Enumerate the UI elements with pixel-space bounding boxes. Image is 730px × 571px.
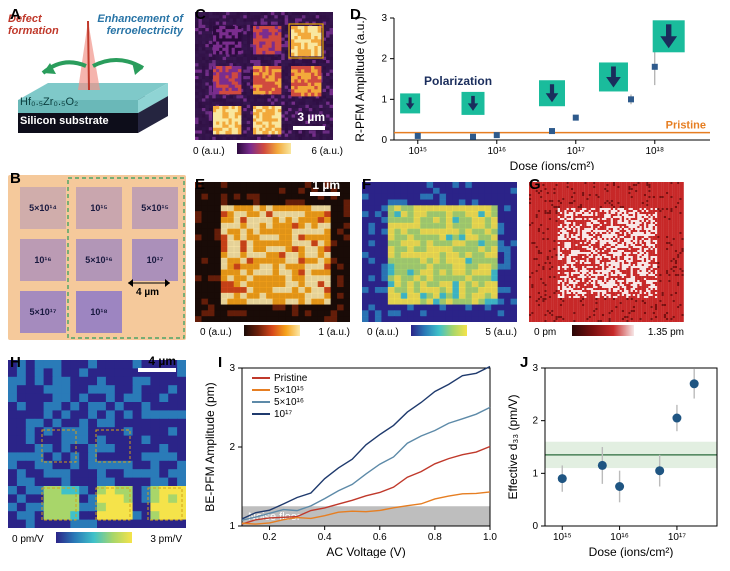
panel-a-schematic: Defect formation Enhancement of ferroele… [8,18,178,148]
panel-label-c: C [195,6,206,23]
panel-f-map [362,182,517,322]
panel-label-h: H [10,354,21,371]
cbar-g-min: 0 pm [534,327,556,338]
panel-e-map: 1 µm [195,182,350,322]
scalebar-c-text: 3 µm [297,110,325,124]
svg-text:Pristine: Pristine [666,120,706,132]
scalebar-c [293,126,325,130]
cbar-g-max: 1.35 pm [648,327,684,338]
scalebar-e-text: 1 µm [312,178,340,192]
cbar-e-max: 1 (a.u.) [318,327,350,338]
colorbar-c: 0 (a.u.) 6 (a.u.) [215,143,313,163]
colorbar-e: 0 (a.u.) 1 (a.u.) [200,325,350,341]
cbar-h-min: 0 pm/V [12,534,44,545]
panel-d-chart: 0 1 2 3 10¹⁵ 10¹⁶ 10¹⁷ 10¹⁸ Dose (ions/cm²) R-PFM… [350,10,720,170]
dose-cell: 5×10¹⁴ [20,187,66,229]
dose-cell: 10¹⁵ [76,187,122,229]
svg-text:10¹⁷: 10¹⁷ [567,146,585,157]
cbar-e-min: 0 (a.u.) [200,327,232,338]
svg-text:2: 2 [381,54,387,65]
svg-text:R-PFM Amplitude (a.u.): R-PFM Amplitude (a.u.) [353,16,367,141]
panel-label-d: D [350,6,361,23]
scalebar-e [310,192,340,196]
panel-label-b: B [10,170,21,187]
scalebar-h [138,368,176,372]
cbar-c-min: 0 (a.u.) [193,146,225,157]
dose-cell: 10¹⁸ [76,291,122,333]
panel-label-i: I [218,354,222,371]
svg-text:10¹⁶: 10¹⁶ [487,146,506,157]
svg-text:0: 0 [381,135,387,146]
panel-b-grid: 5×10¹⁴10¹⁵5×10¹⁵10¹⁶5×10¹⁶10¹⁷5×10¹⁷10¹⁸… [8,175,186,340]
svg-text:Polarization: Polarization [424,74,492,88]
panel-h-map: 4 µm [8,360,186,528]
panel-label-j: J [520,354,528,371]
dose-cell: 5×10¹⁵ [132,187,178,229]
svg-text:Dose (ions/cm²): Dose (ions/cm²) [510,159,595,170]
panel-label-a: A [10,6,21,23]
colorbar-g: 0 pm 1.35 pm [534,325,684,341]
panel-label-e: E [195,176,205,193]
cbar-h-max: 3 pm/V [150,534,182,545]
svg-text:1: 1 [381,94,387,105]
panel-label-g: G [529,176,541,193]
enhance-text: Enhancement of ferroelectricity [93,13,183,37]
svg-text:3: 3 [381,13,387,24]
panel-label-f: F [362,176,371,193]
dose-cell: 5×10¹⁶ [76,239,122,281]
svg-text:10¹⁵: 10¹⁵ [408,146,427,157]
colorbar-f: 0 (a.u.) 5 (a.u.) [367,325,517,341]
panel-g-map [529,182,684,322]
layer1-text: Hf₀.₅Zr₀.₅O₂ [20,96,78,108]
dose-cell: 5×10¹⁷ [20,291,66,333]
svg-text:10¹⁸: 10¹⁸ [645,146,664,157]
dose-cell: 10¹⁶ [20,239,66,281]
panel-i-chart: Noise floor1230.20.40.60.81.0AC Voltage … [200,358,500,558]
panel-c-map: 3 µm [195,12,333,140]
scalebar-h-text: 4 µm [148,354,176,368]
cbar-c-max: 6 (a.u.) [311,146,343,157]
colorbar-h: 0 pm/V 3 pm/V [12,532,182,548]
panel-j-chart: 012310¹⁵10¹⁶10¹⁷Dose (ions/cm²)Effective… [505,358,725,558]
layer2-text: Silicon substrate [20,115,109,127]
cbar-f-max: 5 (a.u.) [485,327,517,338]
cbar-f-min: 0 (a.u.) [367,327,399,338]
